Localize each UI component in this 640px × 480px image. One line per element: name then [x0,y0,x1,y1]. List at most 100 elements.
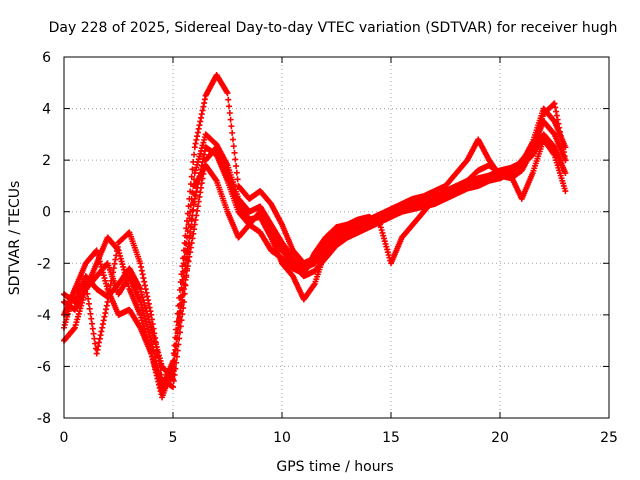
data-point [269,202,273,206]
data-point [487,158,491,162]
data-point [389,207,393,211]
axis-ticks: 0 5 10 15 20 25 -8 -6 -4 -2 0 2 4 6 [37,50,618,446]
data-point [128,231,131,234]
data-point [302,272,305,275]
data-point [226,210,229,213]
data-point [542,138,545,141]
data-point [400,202,404,206]
data-point [171,360,175,363]
data-point [193,171,196,175]
data-point [204,146,207,149]
data-point [248,218,251,221]
data-point [139,262,142,265]
data-point [509,166,513,170]
y-tick-label: -8 [37,411,51,427]
data-point [215,179,218,182]
data-point [389,262,393,265]
data-point [139,287,142,291]
data-point [400,236,404,239]
data-point [542,112,545,115]
data-point [433,189,436,193]
data-point [411,205,414,208]
data-point [444,189,447,193]
data-point [259,215,262,219]
data-point [335,231,338,234]
data-point [237,236,240,239]
data-point [160,396,164,399]
x-tick-label: 10 [273,430,291,446]
data-point [378,213,382,216]
data-point [487,164,491,167]
data-series [61,72,569,401]
data-point [106,236,109,239]
y-tick-label: 4 [42,102,51,118]
data-point [455,192,458,195]
data-point [378,223,382,226]
data-point [84,274,88,278]
data-point [422,210,425,213]
data-point [259,231,262,234]
data-point [357,223,360,226]
data-point [564,189,567,193]
data-point [411,197,414,201]
data-point [182,287,186,291]
data-point [204,94,207,97]
data-point [95,352,98,355]
plot-frame [63,56,610,419]
data-point [335,236,338,239]
data-point [389,215,393,219]
data-point [542,133,545,136]
data-point [498,171,502,175]
y-tick-label: 0 [42,205,51,221]
data-point [368,225,371,229]
data-point [346,223,349,226]
data-point-markers [61,72,569,391]
data-point [139,313,142,317]
y-tick-label: 6 [42,50,51,66]
grid [64,57,609,418]
data-point [204,164,207,167]
data-point [422,200,425,203]
y-tick-label: -2 [37,256,51,272]
data-point [313,282,316,286]
x-tick-label: 15 [382,430,400,446]
chart-title: Day 228 of 2025, Sidereal Day-to-day VTE… [49,20,618,36]
data-point [291,262,295,265]
data-point [160,385,164,389]
y-axis-label: SDTVAR / TECUs [7,181,23,296]
y-tick-label: -6 [37,359,51,375]
data-point [346,233,349,237]
data-point [73,326,77,329]
data-point [291,274,295,278]
data-point [553,102,556,105]
data-point [150,339,153,342]
data-point [411,223,414,226]
x-axis-label: GPS time / hours [276,459,393,475]
data-point [150,313,153,317]
data-point [280,223,284,226]
data-point [313,269,316,273]
data-point [139,326,142,329]
data-point [117,293,120,296]
data-point [531,148,534,152]
data-point [422,195,425,198]
data-point [237,210,240,213]
data-point [433,202,436,206]
data-point [128,274,131,278]
data-point [237,184,240,188]
data-point [182,300,186,304]
data-point [171,385,175,389]
data-point [422,205,425,208]
x-tick-label: 20 [491,430,509,446]
data-point [520,161,523,164]
data-point [269,236,273,239]
data-point [106,262,109,265]
data-point [553,153,556,157]
data-point [291,267,295,270]
data-point [335,225,338,229]
data-point [520,197,523,201]
data-point [444,184,447,188]
series-track-4 [61,72,569,391]
data-point [564,171,567,175]
data-point [193,197,196,201]
